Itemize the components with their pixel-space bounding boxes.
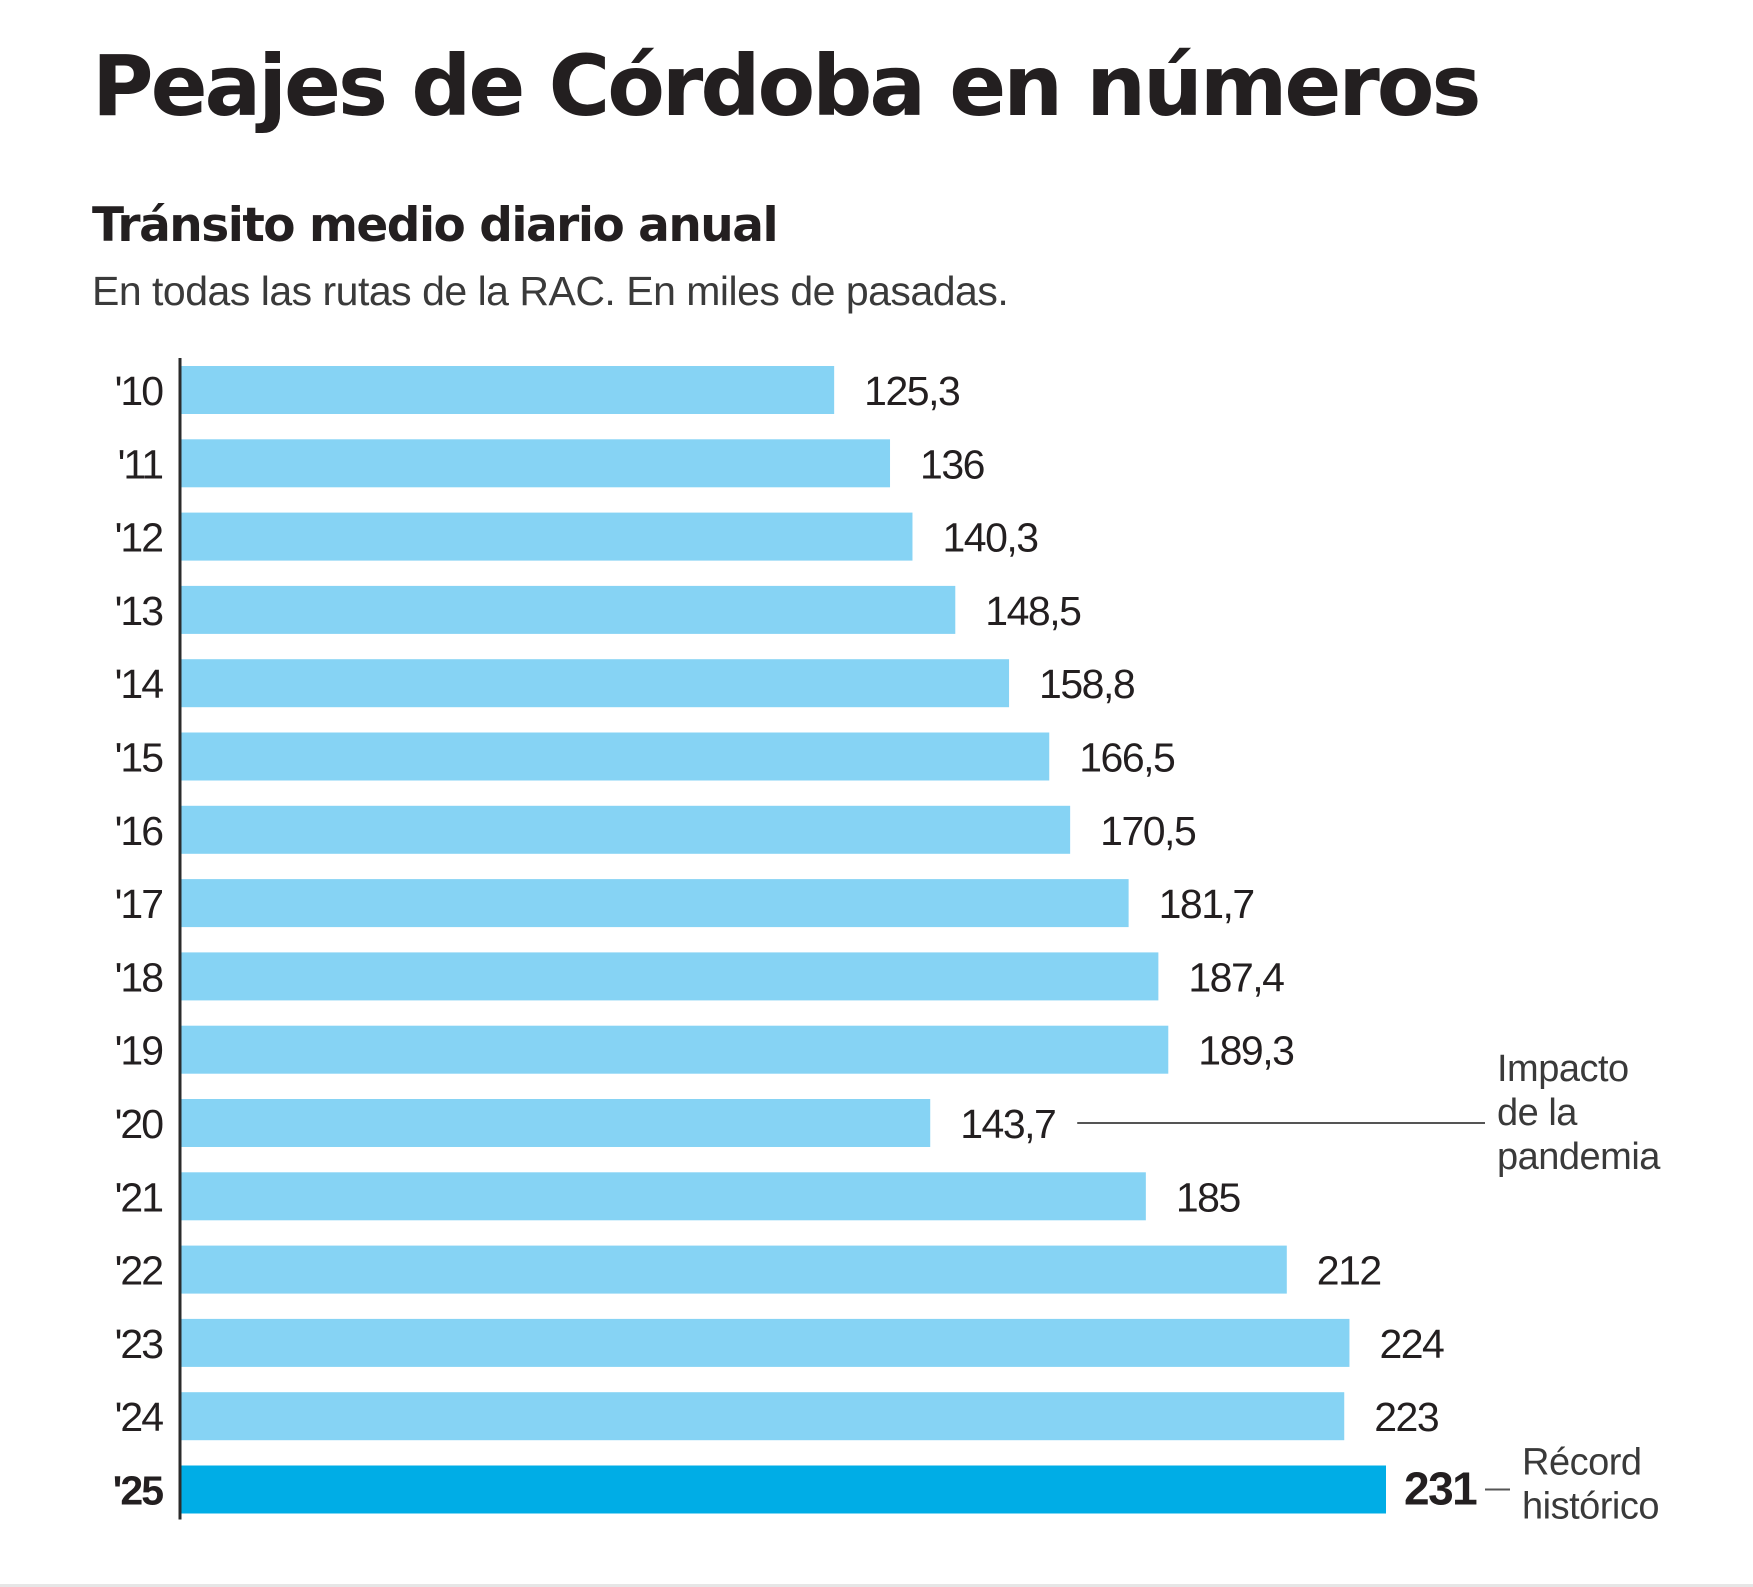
annotation-text: pandemia — [1497, 1136, 1661, 1178]
category-label: '10 — [115, 368, 164, 414]
category-label: '24 — [115, 1394, 164, 1440]
value-label: 143,7 — [960, 1101, 1055, 1147]
annotation-text: histórico — [1522, 1486, 1659, 1528]
bottom-divider — [0, 1584, 1753, 1587]
value-label: 125,3 — [864, 368, 959, 414]
bar-12 — [180, 512, 913, 561]
value-label: 212 — [1317, 1248, 1381, 1294]
value-label: 158,8 — [1039, 661, 1135, 707]
bar-25 — [180, 1465, 1386, 1514]
category-label: '19 — [115, 1028, 163, 1074]
bar-24 — [180, 1392, 1345, 1441]
chart-title: Peajes de Córdoba en números — [92, 37, 1481, 135]
value-label: 170,5 — [1100, 808, 1196, 854]
bar-16 — [180, 805, 1071, 854]
chart-subtitle: Tránsito medio diario anual — [92, 198, 779, 253]
bar-13 — [180, 585, 956, 634]
category-label: '21 — [115, 1174, 163, 1220]
chart-description: En todas las rutas de la RAC. En miles d… — [92, 268, 1009, 314]
category-label: '16 — [115, 808, 163, 854]
category-label: '25 — [113, 1468, 164, 1514]
value-label: 231 — [1404, 1463, 1477, 1515]
bar-23 — [180, 1318, 1350, 1367]
annotation-text: Impacto — [1497, 1048, 1629, 1090]
category-label: '13 — [115, 588, 163, 634]
category-label: '12 — [115, 515, 163, 561]
bar-11 — [180, 439, 891, 488]
bar-19 — [180, 1025, 1169, 1074]
value-label: 185 — [1176, 1174, 1241, 1220]
value-label: 187,4 — [1188, 954, 1284, 1000]
bar-17 — [180, 879, 1129, 928]
category-label: '20 — [115, 1101, 164, 1147]
bar-20 — [180, 1099, 931, 1147]
bar-15 — [180, 732, 1050, 781]
value-label: 189,3 — [1198, 1028, 1293, 1074]
bar-21 — [180, 1172, 1146, 1221]
category-label: '23 — [115, 1321, 163, 1367]
bar-22 — [180, 1245, 1287, 1294]
value-label: 223 — [1374, 1394, 1438, 1440]
bar-18 — [180, 952, 1159, 1001]
value-label: 140,3 — [942, 515, 1037, 561]
category-label: '18 — [115, 954, 164, 1000]
value-label: 181,7 — [1159, 881, 1254, 927]
category-label: '22 — [115, 1248, 163, 1294]
value-label: 136 — [920, 441, 984, 487]
category-label: '14 — [115, 661, 164, 707]
bar-14 — [180, 659, 1010, 708]
value-label: 166,5 — [1079, 735, 1175, 781]
annotation-text: de la — [1497, 1092, 1578, 1134]
bar-10 — [180, 366, 835, 414]
category-label: '15 — [115, 735, 164, 781]
value-label: 224 — [1379, 1321, 1444, 1367]
annotation-text: Récord — [1522, 1442, 1642, 1484]
value-label: 148,5 — [985, 588, 1081, 634]
category-label: '17 — [115, 881, 163, 927]
category-label: '11 — [118, 441, 163, 487]
